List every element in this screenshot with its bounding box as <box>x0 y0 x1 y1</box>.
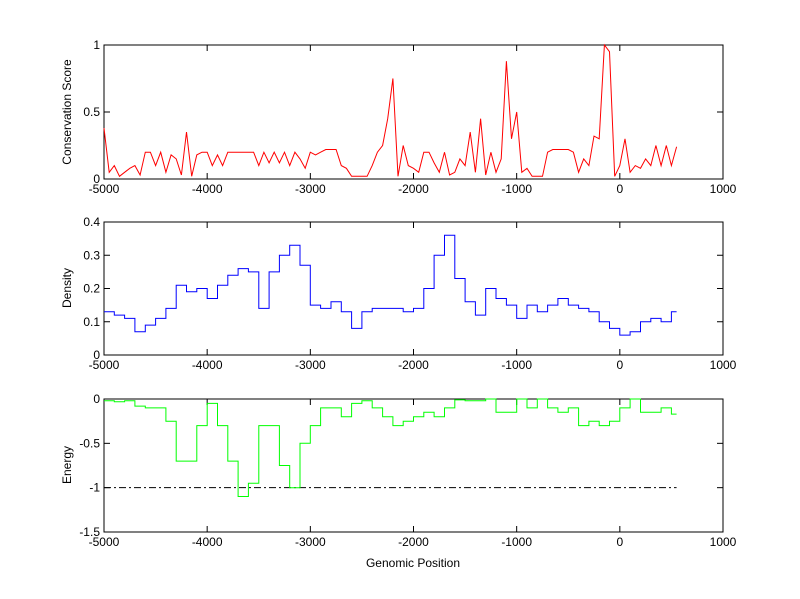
x-tick-label: -4000 <box>192 535 223 549</box>
y-tick-label: 0.5 <box>83 105 100 119</box>
x-tick-label: -5000 <box>89 535 120 549</box>
y-tick-label: 0 <box>93 172 100 186</box>
ylabel-conservation: Conservation Score <box>60 59 74 165</box>
x-tick-label: -4000 <box>192 182 223 196</box>
x-tick-label: -2000 <box>398 535 429 549</box>
ylabel-density: Density <box>60 268 74 308</box>
x-tick-label: -1000 <box>501 358 532 372</box>
x-tick-label: 0 <box>616 182 623 196</box>
y-tick-label: 0 <box>93 348 100 362</box>
x-tick-label: -3000 <box>295 182 326 196</box>
y-tick-label: 0.4 <box>83 215 100 229</box>
x-tick-label: -2000 <box>398 182 429 196</box>
y-tick-label: 0.3 <box>83 248 100 262</box>
x-tick-label: -5000 <box>89 182 120 196</box>
series-line-2 <box>104 398 677 497</box>
y-tick-label: 0.1 <box>83 315 100 329</box>
series-line-1 <box>104 234 677 336</box>
y-tick-label: -0.5 <box>79 436 100 450</box>
x-tick-label: -5000 <box>89 358 120 372</box>
x-tick-label: -2000 <box>398 358 429 372</box>
x-tick-label: -1000 <box>501 182 532 196</box>
x-tick-label: -3000 <box>295 535 326 549</box>
x-tick-label: 1000 <box>710 358 737 372</box>
x-tick-label: 0 <box>616 535 623 549</box>
x-tick-label: -1000 <box>501 535 532 549</box>
ylabel-energy: Energy <box>60 446 74 484</box>
xlabel-genomic-position: Genomic Position <box>366 556 460 570</box>
x-tick-label: 1000 <box>710 535 737 549</box>
y-tick-label: 0.2 <box>83 282 100 296</box>
x-tick-label: -4000 <box>192 358 223 372</box>
series-line-0 <box>103 43 678 178</box>
axes-box-0 <box>103 44 724 180</box>
y-tick-label: -1 <box>89 481 100 495</box>
y-tick-label: -1.5 <box>79 525 100 539</box>
x-tick-label: -3000 <box>295 358 326 372</box>
x-tick-label: 1000 <box>710 182 737 196</box>
y-tick-label: 0 <box>93 392 100 406</box>
y-tick-label: 1 <box>93 38 100 52</box>
x-tick-label: 0 <box>616 358 623 372</box>
